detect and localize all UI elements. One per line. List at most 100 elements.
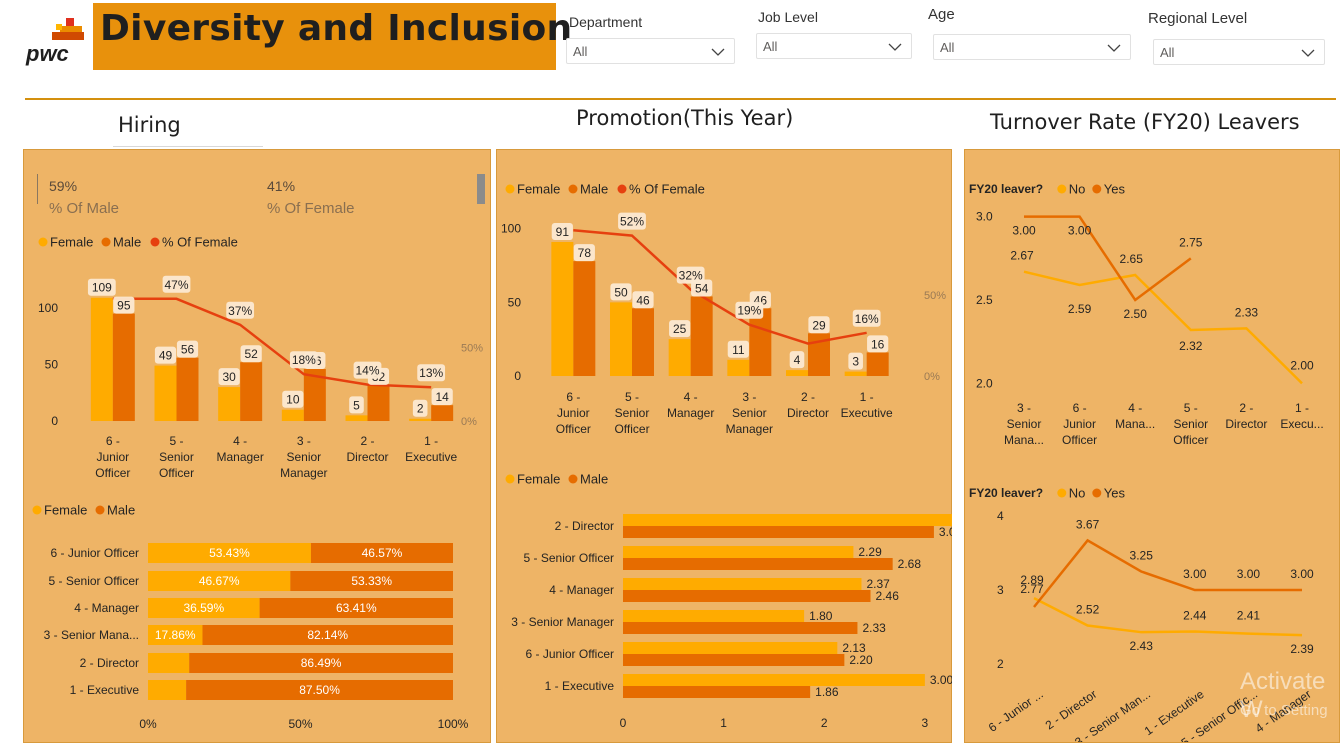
label-no-4: 2.32: [1179, 339, 1203, 353]
kpi-female-value: 41%: [267, 178, 296, 194]
y2-tick-50: 50%: [924, 290, 946, 302]
label-male-1: 78: [578, 246, 592, 260]
turnover-panel: [964, 149, 1340, 743]
label-female-4: 1.80: [809, 609, 833, 623]
legend-label-no: No: [1069, 182, 1086, 197]
legend-label-male: Male: [107, 503, 135, 518]
bar-male-5: [367, 384, 390, 421]
legend-label-yes: Yes: [1104, 182, 1126, 197]
label-pct-4-bg: [735, 301, 764, 319]
department-dropdown[interactable]: All: [566, 38, 735, 64]
x-tick-2-0: 5 -: [625, 390, 639, 404]
label-female-5: 4: [794, 353, 801, 367]
label-male-6: 16: [871, 337, 885, 351]
kpi-female-label: % Of Female: [267, 200, 355, 217]
legend-label-female: Female: [517, 182, 560, 197]
label-female-6: 3.00: [930, 673, 952, 687]
line-yes: [1024, 215, 1192, 302]
legend-marker-yes: [1092, 488, 1102, 498]
x-tick-2-1: Junior: [1063, 417, 1096, 431]
page-title: Diversity and Inclusion: [100, 8, 573, 49]
x-tick-4-0: 5 -: [1184, 401, 1198, 415]
bar-male-2: [176, 357, 199, 421]
bar-male-6: [431, 405, 454, 421]
label-female-1: 91: [556, 225, 570, 239]
label-pct-2-bg: [618, 212, 646, 230]
legend-title: FY20 leaver?: [969, 182, 1043, 196]
label-pct-6: 16%: [855, 312, 879, 326]
bar-male-5: [808, 333, 830, 376]
label-no-5: 2.41: [1237, 609, 1261, 623]
watermark-line2: Go to Setting: [1240, 702, 1328, 719]
x-tick-1-2: Officer: [556, 422, 591, 436]
legend-marker-male: [568, 474, 578, 484]
legend-marker-of-female: [617, 184, 627, 194]
x-tick-6-0: 1 -: [424, 434, 438, 448]
promotion-combo-chart: Female Male % Of Female 0 50 100 0% 50% 6 - Junio…: [501, 182, 946, 437]
legend-marker-male: [101, 237, 111, 247]
label-female-2-bg: [154, 346, 177, 364]
label-female-6: 2: [417, 402, 424, 416]
label-female-5: 5: [353, 398, 360, 412]
line-no: [1023, 270, 1303, 385]
label-female-5-bg: [349, 396, 364, 414]
hiring-percent-chart: Female Male 6 - Junior Officer 53.43% 46.57%…: [32, 503, 469, 731]
filter-label-age: Age: [928, 6, 955, 23]
age-dropdown[interactable]: All: [933, 34, 1131, 60]
x-tick-2-2: Officer: [1062, 433, 1097, 447]
label-pct-3: 37%: [228, 304, 252, 318]
scrollbar-thumb[interactable]: [477, 174, 485, 204]
x-tick-3-1: Manager: [216, 450, 263, 464]
y2-tick-50: 50%: [461, 343, 483, 355]
label-male-2: 46: [636, 293, 650, 307]
y2-tick-0: 0%: [924, 371, 940, 383]
legend-label-of-female: % Of Female: [629, 182, 705, 197]
label-female-6-bg: [412, 399, 428, 417]
x-tick-2-2: Officer: [159, 466, 194, 480]
x-tick-1-0: 3 -: [1017, 401, 1031, 415]
x-tick-50: 50%: [288, 717, 312, 731]
job-level-dropdown[interactable]: All: [756, 33, 912, 59]
label-yes-1: 3.00: [1012, 224, 1036, 238]
x-tick-3: 3: [922, 716, 929, 730]
bar-female-5: [786, 370, 808, 376]
y-tick-1: 2 - Director: [555, 519, 614, 533]
y-tick-3: 4 - Manager: [549, 583, 614, 597]
x-tick-5-0: 2 -: [801, 390, 815, 404]
regional-level-dropdown[interactable]: All: [1153, 39, 1325, 65]
x-tick-6-1: Execu...: [1280, 417, 1323, 431]
label-female-6-bg: [848, 352, 863, 370]
bar-female-4: [623, 610, 805, 622]
x-tick-100: 100%: [438, 717, 469, 731]
label-pct-3-bg: [676, 266, 705, 284]
label-male-1-bg: [573, 244, 595, 262]
label-yes-2: 3.67: [1076, 517, 1100, 531]
legend-label-yes: Yes: [1104, 486, 1126, 501]
chevron-down-icon: [1107, 44, 1121, 52]
bar-male-3: [690, 296, 713, 376]
y-tick-100: 100: [501, 222, 521, 236]
label-male-1: 46.57%: [362, 546, 403, 560]
x-tick-4-2: Officer: [1173, 433, 1208, 447]
x-tick-4-0: 3 -: [297, 434, 311, 448]
x-tick-1-1: Junior: [557, 406, 590, 420]
y-tick-3: 3: [997, 583, 1004, 597]
label-female-4-bg: [282, 390, 304, 408]
label-yes-3: 2.50: [1124, 307, 1148, 321]
label-pct-4-bg: [289, 351, 318, 369]
filter-label-department: Department: [569, 14, 643, 30]
x-tick-3-1: Manager: [667, 406, 714, 420]
x-tick-2: 2: [821, 716, 828, 730]
label-male-3: 54: [695, 281, 709, 295]
x-tick-5-0: 2 -: [1239, 401, 1253, 415]
legend-label-male: Male: [113, 235, 141, 250]
label-pct-4: 19%: [737, 304, 761, 318]
bar-male-5: [189, 653, 453, 673]
bar-female-4: [727, 359, 750, 376]
x-tick-3-0: 4 -: [233, 434, 247, 448]
legend-marker-no: [1057, 488, 1067, 498]
label-yes-4: 2.75: [1179, 235, 1203, 249]
y-tick-2: 2: [997, 657, 1004, 671]
label-female-2: 50: [614, 285, 628, 299]
bar-female-3: [148, 598, 260, 618]
